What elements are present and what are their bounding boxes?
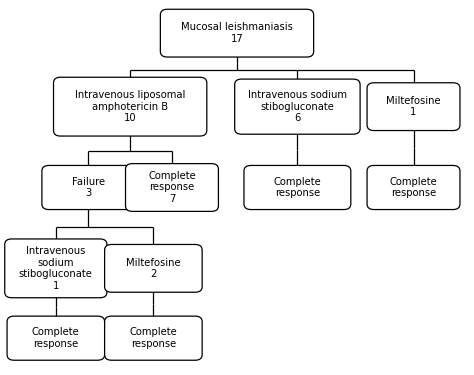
Text: Complete
response: Complete response [273, 177, 321, 198]
FancyBboxPatch shape [105, 244, 202, 292]
Text: Complete
response: Complete response [32, 327, 80, 349]
Text: Failure
3: Failure 3 [72, 177, 105, 198]
FancyBboxPatch shape [54, 77, 207, 136]
FancyBboxPatch shape [7, 316, 105, 360]
Text: Intravenous
sodium
stibogluconate
1: Intravenous sodium stibogluconate 1 [19, 246, 93, 291]
Text: Complete
response
7: Complete response 7 [148, 171, 196, 204]
FancyBboxPatch shape [5, 239, 107, 298]
FancyBboxPatch shape [126, 164, 219, 211]
FancyBboxPatch shape [235, 79, 360, 134]
FancyBboxPatch shape [105, 316, 202, 360]
Text: Miltefosine
2: Miltefosine 2 [126, 258, 181, 279]
Text: Complete
response: Complete response [390, 177, 438, 198]
FancyBboxPatch shape [244, 165, 351, 210]
FancyBboxPatch shape [367, 83, 460, 130]
Text: Complete
response: Complete response [129, 327, 177, 349]
Text: Miltefosine
1: Miltefosine 1 [386, 96, 441, 117]
Text: Mucosal leishmaniasis
17: Mucosal leishmaniasis 17 [181, 22, 293, 44]
FancyBboxPatch shape [367, 165, 460, 210]
Text: Intravenous liposomal
amphotericin B
10: Intravenous liposomal amphotericin B 10 [75, 90, 185, 123]
FancyBboxPatch shape [42, 165, 135, 210]
Text: Intravenous sodium
stibogluconate
6: Intravenous sodium stibogluconate 6 [248, 90, 347, 123]
FancyBboxPatch shape [160, 9, 314, 57]
